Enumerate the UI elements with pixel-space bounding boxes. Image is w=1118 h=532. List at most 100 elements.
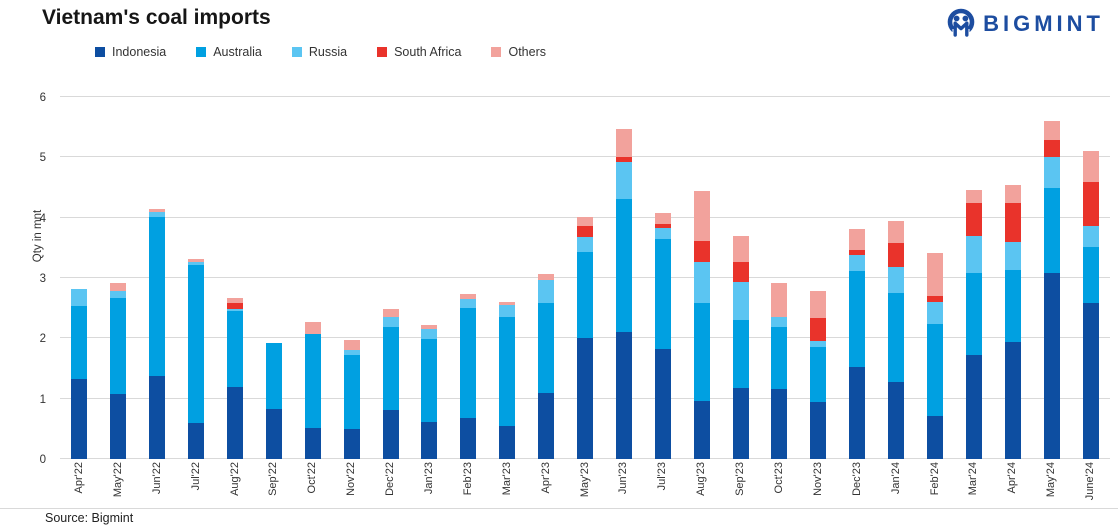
x-label-slot: Apr'22 xyxy=(60,462,99,508)
bar-segment-south-africa xyxy=(654,223,671,228)
bar-segment-others xyxy=(615,129,632,157)
x-label-slot: Jan'23 xyxy=(410,462,449,508)
bar-slot-Jul'22 xyxy=(177,97,216,459)
stacked-bar-Feb'24 xyxy=(927,253,944,459)
x-label-slot: Feb'24 xyxy=(916,462,955,508)
bar-segment-russia xyxy=(71,289,88,307)
bar-segment-south-africa xyxy=(1082,181,1099,226)
bar-segment-indonesia xyxy=(421,422,438,459)
bar-segment-australia xyxy=(693,302,710,402)
y-tick-label-1: 1 xyxy=(39,393,46,406)
bar-slot-May'22 xyxy=(99,97,138,459)
x-tick-label-May'23: May'23 xyxy=(578,462,591,498)
x-tick-label-Jan'23: Jan'23 xyxy=(422,462,435,495)
x-tick-label-Sep'23: Sep'23 xyxy=(734,462,747,496)
stacked-bar-Dec'22 xyxy=(382,309,399,459)
legend-item-indonesia: Indonesia xyxy=(95,45,166,59)
bar-segment-australia xyxy=(1004,270,1021,342)
bar-slot-Apr'23 xyxy=(527,97,566,459)
x-label-slot: Oct'22 xyxy=(293,462,332,508)
bar-segment-russia xyxy=(343,350,360,356)
x-axis-labels: Apr'22 May'22 Jun'22 Jul'22 Aug'22 Sep'22 Oct'… xyxy=(60,462,1110,508)
stacked-bar-Feb'23 xyxy=(460,293,477,459)
stacked-bar-Jun'23 xyxy=(615,129,632,459)
bar-segment-australia xyxy=(1082,246,1099,303)
x-tick-label-Mar'23: Mar'23 xyxy=(500,462,513,496)
stacked-bar-Oct'23 xyxy=(771,283,788,459)
gridline-y6 xyxy=(60,96,1110,97)
y-tick-label-0: 0 xyxy=(39,454,46,466)
bar-segment-russia xyxy=(732,281,749,320)
stacked-bar-Jan'23 xyxy=(421,325,438,459)
bar-segment-south-africa xyxy=(1004,203,1021,242)
stacked-bar-Nov'23 xyxy=(810,291,827,459)
bar-segment-russia xyxy=(421,329,438,339)
bar-segment-russia xyxy=(927,302,944,325)
stacked-bar-May'24 xyxy=(1043,121,1060,459)
legend-swatch-russia xyxy=(291,47,302,57)
x-tick-label-Aug'23: Aug'23 xyxy=(695,462,708,496)
stacked-bar-Nov'22 xyxy=(343,340,360,459)
legend-item-russia: Russia xyxy=(291,45,347,59)
x-tick-label-Jul'22: Jul'22 xyxy=(189,462,202,491)
x-label-slot: May'22 xyxy=(99,462,138,508)
bar-segment-australia xyxy=(1043,187,1060,273)
bar-slot-Oct'23 xyxy=(760,97,799,459)
x-tick-label-May'24: May'24 xyxy=(1045,462,1058,498)
x-label-slot: Apr'23 xyxy=(527,462,566,508)
x-label-slot: Aug'22 xyxy=(216,462,255,508)
x-label-slot: Nov'23 xyxy=(799,462,838,508)
stacked-bar-Aug'23 xyxy=(693,191,710,459)
x-tick-label-Aug'22: Aug'22 xyxy=(228,462,241,496)
bar-segment-australia xyxy=(499,316,516,426)
x-tick-label-Apr'24: Apr'24 xyxy=(1006,462,1019,494)
x-tick-label-May'22: May'22 xyxy=(111,462,124,498)
x-label-slot: May'23 xyxy=(566,462,605,508)
x-label-slot: Jul'22 xyxy=(177,462,216,508)
bar-segment-indonesia xyxy=(927,415,944,459)
x-label-slot: Mar'23 xyxy=(488,462,527,508)
legend-item-australia: Australia xyxy=(196,45,262,59)
bar-segment-indonesia xyxy=(654,348,671,459)
bar-slot-Apr'24 xyxy=(993,97,1032,459)
bar-segment-others xyxy=(732,236,749,262)
stacked-bar-Jul'22 xyxy=(188,258,205,459)
bar-slot-May'24 xyxy=(1032,97,1071,459)
bar-segment-russia xyxy=(1043,156,1060,188)
bar-segment-others xyxy=(149,208,166,213)
bar-segment-australia xyxy=(71,306,88,380)
legend: Indonesia Australia Russia South Africa Othe… xyxy=(95,45,546,59)
bar-segment-russia xyxy=(654,227,671,239)
bar-segment-russia xyxy=(188,261,205,265)
bar-segment-others xyxy=(110,282,127,291)
bar-slot-Jan'23 xyxy=(410,97,449,459)
bar-segment-others xyxy=(927,253,944,297)
bar-segment-russia xyxy=(771,316,788,327)
legend-item-south-africa: South Africa xyxy=(377,45,461,59)
bar-slot-June'24 xyxy=(1071,97,1110,459)
bar-segment-indonesia xyxy=(110,394,127,459)
x-tick-label-Oct'23: Oct'23 xyxy=(772,462,785,494)
bar-segment-indonesia xyxy=(693,401,710,459)
bigmint-logo-icon xyxy=(947,8,975,40)
x-tick-label-Dec'23: Dec'23 xyxy=(850,462,863,496)
bar-segment-south-africa xyxy=(1043,139,1060,157)
bar-slot-Aug'22 xyxy=(216,97,255,459)
stacked-bar-Apr'22 xyxy=(71,289,88,459)
x-tick-label-Mar'24: Mar'24 xyxy=(967,462,980,496)
bar-segment-russia xyxy=(382,317,399,327)
legend-label: Others xyxy=(508,45,546,59)
bar-slot-Sep'22 xyxy=(254,97,293,459)
bar-segment-south-africa xyxy=(888,243,905,267)
stacked-bar-Dec'23 xyxy=(849,228,866,459)
bar-slot-Nov'23 xyxy=(799,97,838,459)
bar-slot-Feb'24 xyxy=(916,97,955,459)
bar-segment-australia xyxy=(538,302,555,393)
bar-slot-Jun'23 xyxy=(604,97,643,459)
bar-slot-Oct'22 xyxy=(293,97,332,459)
bar-slot-Mar'24 xyxy=(954,97,993,459)
x-label-slot: Feb'23 xyxy=(449,462,488,508)
y-tick-label-5: 5 xyxy=(39,152,46,165)
x-tick-label-Jun'22: Jun'22 xyxy=(150,462,163,495)
bar-segment-south-africa xyxy=(615,156,632,162)
